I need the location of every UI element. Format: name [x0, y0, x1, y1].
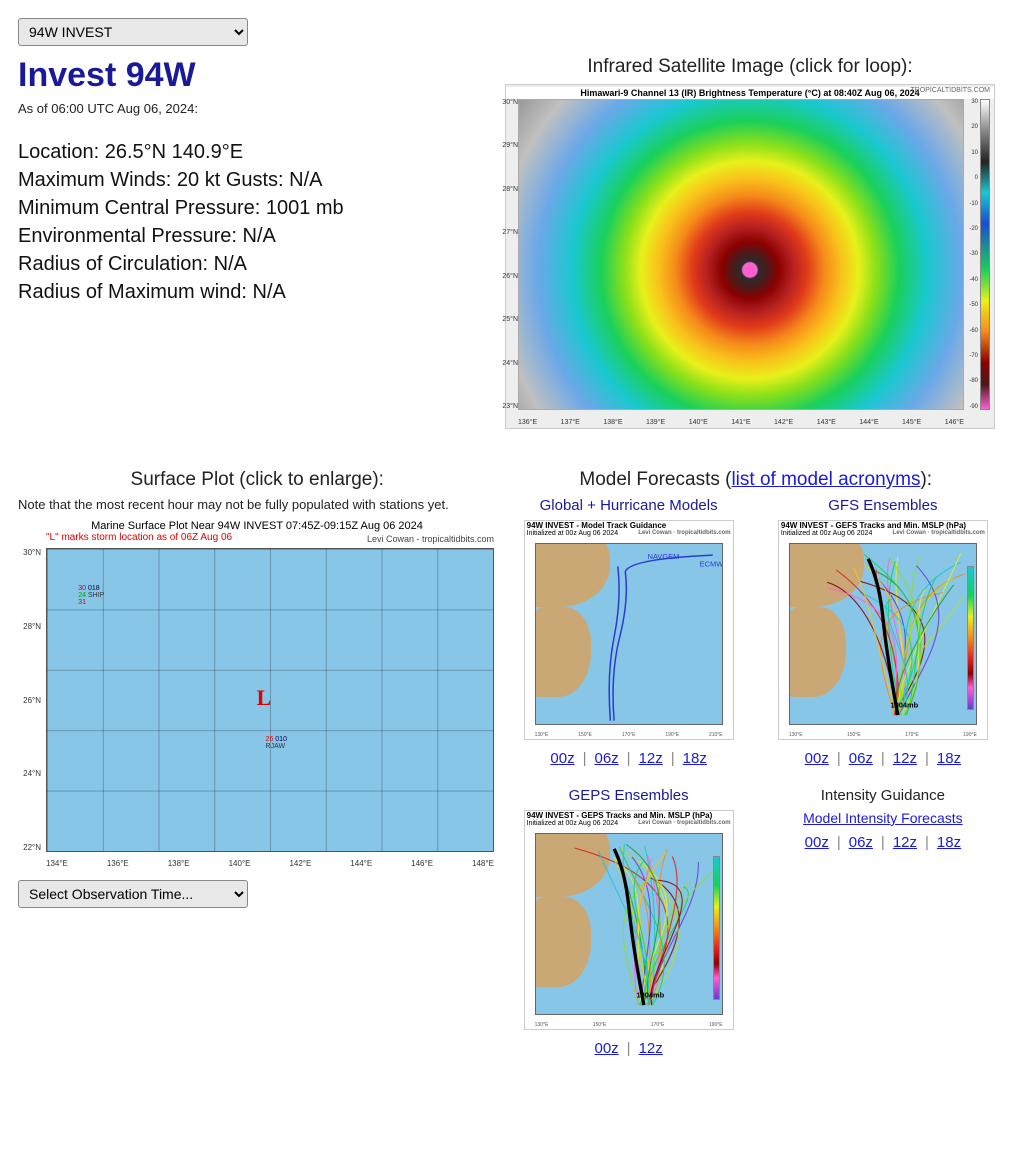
satellite-brand: TROPICALTIDBITS.COM — [910, 87, 990, 94]
satellite-colorbar — [980, 99, 990, 410]
ztime-link[interactable]: 12z — [893, 750, 917, 767]
forecast-intensity: Intensity Guidance Model Intensity Forec… — [771, 787, 995, 1057]
winds-value: 20 kt — [177, 169, 220, 191]
roc-value: N/A — [214, 253, 247, 275]
station-marker: 26 010 RJAW — [266, 736, 287, 750]
asof-text: As of 06:00 UTC Aug 06, 2024: — [18, 101, 485, 116]
satellite-body — [518, 99, 964, 410]
fc-head-text: 94W INVEST - Model Track Guidance — [527, 521, 667, 530]
svg-text:ECMWF: ECMWF — [699, 559, 721, 568]
tracks-svg: 1004mb — [790, 544, 976, 725]
fc-axis: 130°E150°E170°E190°E — [789, 732, 977, 738]
ztime-link[interactable]: 00z — [805, 750, 829, 767]
surface-note: Note that the most recent hour may not b… — [18, 497, 497, 512]
satellite-x-axis: 136°E137°E138°E139°E140°E141°E142°E143°E… — [518, 419, 964, 426]
surface-plot-body: L 30 01824 SHIP31 26 010 RJAW — [46, 548, 494, 852]
storm-select[interactable]: 94W INVEST — [18, 18, 248, 46]
page-title: Invest 94W — [18, 56, 485, 95]
fc-colorbar — [967, 566, 974, 710]
rmw-value: N/A — [253, 281, 286, 303]
fc-head-text: 94W INVEST - GEFS Tracks and Min. MSLP (… — [781, 521, 966, 530]
ztimes-intensity: 00z|06z|12z|18z — [771, 834, 995, 851]
storm-info: Invest 94W As of 06:00 UTC Aug 06, 2024:… — [18, 56, 485, 306]
fc-axis: 130°E150°E170°E190°E — [535, 1022, 723, 1028]
fc-map: 1004mb — [535, 833, 723, 1015]
fc-map: 1004mb — [789, 543, 977, 725]
forecasts-section: Model Forecasts (list of model acronyms)… — [517, 469, 996, 1057]
obs-time-select[interactable]: Select Observation Time... — [18, 880, 248, 908]
rmw-label: Radius of Maximum wind: — [18, 281, 253, 303]
ztime-link[interactable]: 06z — [594, 750, 618, 767]
intensity-forecasts-link[interactable]: Model Intensity Forecasts — [771, 810, 995, 826]
fc-brand-text: Levi Cowan · tropicaltidbits.com — [638, 530, 730, 536]
ztimes-global: 00z|06z|12z|18z — [517, 750, 741, 767]
forecast-geps-image[interactable]: 94W INVEST - GEPS Tracks and Min. MSLP (… — [524, 810, 734, 1030]
fc-map: NAVGEM ECMWF — [535, 543, 723, 725]
ztime-link[interactable]: 00z — [805, 834, 829, 851]
ztime-link[interactable]: 00z — [550, 750, 574, 767]
satellite-y-axis: 30°N29°N28°N27°N26°N25°N24°N23°N — [506, 99, 520, 410]
surface-plot-title: Marine Surface Plot Near 94W INVEST 07:4… — [18, 520, 496, 532]
forecast-geps: GEPS Ensembles 94W INVEST - GEPS Tracks … — [517, 787, 741, 1057]
surface-y-axis: 30°N28°N26°N24°N22°N — [18, 548, 44, 852]
forecast-gfs-title: GFS Ensembles — [771, 497, 995, 514]
acronyms-link[interactable]: list of model acronyms — [731, 469, 920, 490]
fc-brand-text: Levi Cowan · tropicaltidbits.com — [638, 820, 730, 826]
forecast-global-image[interactable]: 94W INVEST - Model Track GuidanceLevi Co… — [524, 520, 734, 740]
pmin-value: 1001 mb — [266, 197, 344, 219]
forecast-global-title: Global + Hurricane Models — [517, 497, 741, 514]
penv-label: Environmental Pressure: — [18, 225, 243, 247]
svg-text:NAVGEM: NAVGEM — [647, 552, 679, 561]
forecast-gfs: GFS Ensembles 94W INVEST - GEFS Tracks a… — [771, 497, 995, 767]
ztime-link[interactable]: 18z — [937, 750, 961, 767]
surface-plot[interactable]: Marine Surface Plot Near 94W INVEST 07:4… — [18, 520, 496, 870]
ztime-link[interactable]: 18z — [937, 834, 961, 851]
ztime-link[interactable]: 06z — [849, 750, 873, 767]
forecast-geps-title: GEPS Ensembles — [517, 787, 741, 804]
winds-label: Maximum Winds: — [18, 169, 177, 191]
fc-axis: 130°E150°E170°E190°E210°E — [535, 732, 723, 738]
forecast-intensity-title: Intensity Guidance — [771, 787, 995, 804]
ztime-link[interactable]: 18z — [683, 750, 707, 767]
tracks-svg: 1004mb — [536, 834, 722, 1015]
satellite-colorbar-labels: 3020100-10-20-30-40-50-60-70-80-90 — [968, 99, 978, 410]
surface-title: Surface Plot (click to enlarge): — [18, 469, 497, 491]
fc-colorbar — [713, 856, 720, 1000]
ztime-link[interactable]: 12z — [893, 834, 917, 851]
ztimes-gfs: 00z|06z|12z|18z — [771, 750, 995, 767]
forecasts-title: Model Forecasts (list of model acronyms)… — [517, 469, 996, 491]
pmin-label: Minimum Central Pressure: — [18, 197, 266, 219]
station-marker: 30 01824 SHIP31 — [78, 585, 104, 606]
roc-label: Radius of Circulation: — [18, 253, 214, 275]
location-label: Location: — [18, 141, 105, 163]
ztimes-geps: 00z|12z — [517, 1040, 741, 1057]
ztime-link[interactable]: 06z — [849, 834, 873, 851]
surface-section: Surface Plot (click to enlarge): Note th… — [18, 469, 497, 908]
gusts-label: Gusts: — [220, 169, 289, 191]
satellite-title: Infrared Satellite Image (click for loop… — [505, 56, 995, 78]
ztime-link[interactable]: 12z — [639, 750, 663, 767]
storm-marker: L — [257, 685, 272, 711]
penv-value: N/A — [243, 225, 276, 247]
surface-x-axis: 134°E136°E138°E140°E142°E144°E146°E148°E — [46, 859, 494, 868]
forecast-global: Global + Hurricane Models 94W INVEST - M… — [517, 497, 741, 767]
forecasts-title-prefix: Model Forecasts ( — [579, 469, 731, 490]
ztime-link[interactable]: 12z — [639, 1040, 663, 1057]
fc-head-text: 94W INVEST - GEPS Tracks and Min. MSLP (… — [527, 811, 713, 820]
ztime-link[interactable]: 00z — [594, 1040, 618, 1057]
stats-block: Location: 26.5°N 140.9°E Maximum Winds: … — [18, 138, 485, 306]
svg-text:1004mb: 1004mb — [890, 701, 918, 710]
tracks-svg: NAVGEM ECMWF — [536, 544, 722, 725]
forecast-gfs-image[interactable]: 94W INVEST - GEFS Tracks and Min. MSLP (… — [778, 520, 988, 740]
svg-text:1004mb: 1004mb — [636, 991, 664, 1000]
gusts-value: N/A — [289, 169, 322, 191]
surface-plot-brand: Levi Cowan - tropicaltidbits.com — [367, 534, 494, 544]
satellite-image[interactable]: Himawari-9 Channel 13 (IR) Brightness Te… — [505, 84, 995, 429]
fc-brand-text: Levi Cowan · tropicaltidbits.com — [893, 530, 985, 536]
satellite-section: Infrared Satellite Image (click for loop… — [505, 56, 995, 429]
location-value: 26.5°N 140.9°E — [105, 141, 243, 163]
forecasts-title-suffix: ): — [920, 469, 932, 490]
